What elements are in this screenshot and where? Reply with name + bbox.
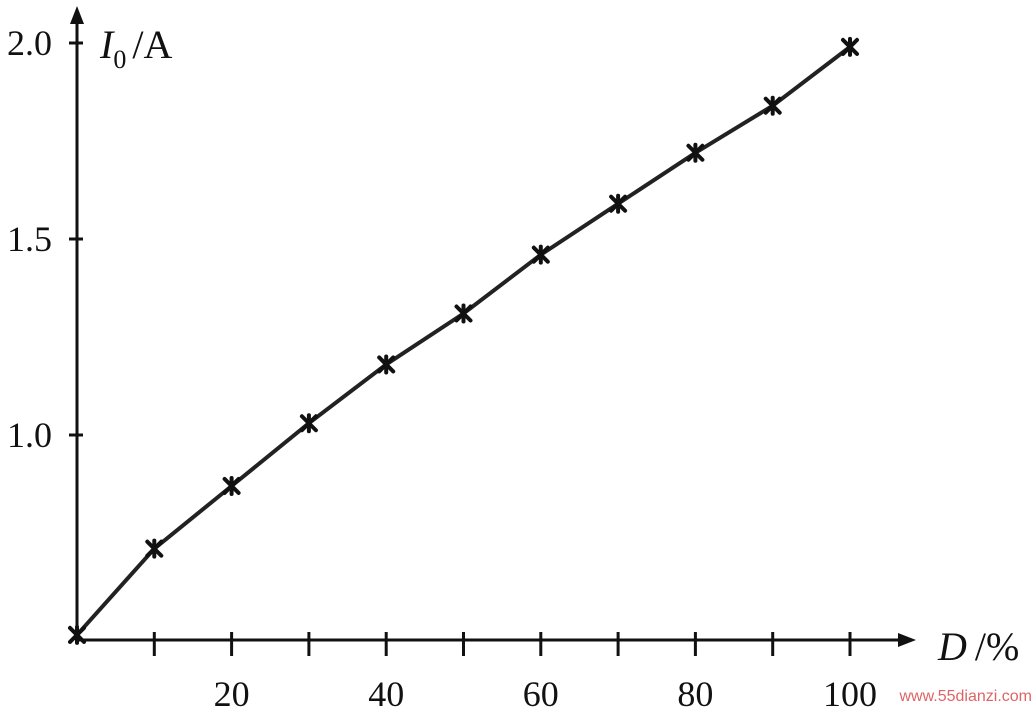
y-axis-subscript: 0: [113, 45, 126, 74]
data-point: [145, 538, 164, 559]
data-point: [609, 193, 628, 214]
y-tick-label: 1.0: [7, 415, 52, 455]
x-axis-unit: /%: [975, 624, 1019, 669]
series: [68, 36, 859, 645]
y-axis-unit: /A: [132, 22, 172, 67]
y-tick-label: 1.5: [7, 219, 52, 259]
ticks: 20 40 60 80 100 1.0 1.5 2.0: [7, 23, 877, 708]
data-point: [841, 36, 859, 57]
data-point: [763, 95, 782, 116]
series-line: [75, 45, 852, 637]
x-tick-label: 80: [677, 674, 713, 708]
data-point: [454, 303, 473, 324]
x-axis-label: D/%: [937, 624, 1019, 669]
x-tick-label: 20: [214, 674, 250, 708]
data-point: [68, 624, 86, 645]
data-point: [377, 354, 396, 375]
data-point: [299, 413, 318, 434]
x-tick-label: 100: [823, 674, 877, 708]
data-point: [531, 244, 550, 265]
data-point: [686, 142, 705, 163]
x-axis-arrow: [898, 633, 916, 647]
x-tick-label: 60: [523, 674, 559, 708]
y-axis-symbol: I: [99, 22, 115, 67]
y-axis-label: I0/A: [99, 22, 172, 74]
watermark: www.55dianzi.com: [899, 688, 1033, 705]
data-point: [222, 475, 241, 496]
y-tick-label: 2.0: [7, 23, 52, 63]
x-axis-symbol: D: [937, 624, 967, 669]
axis-labels: I0/A D/%: [99, 22, 1019, 669]
axes: [70, 6, 916, 647]
x-tick-label: 40: [368, 674, 404, 708]
y-axis-arrow: [70, 6, 84, 24]
